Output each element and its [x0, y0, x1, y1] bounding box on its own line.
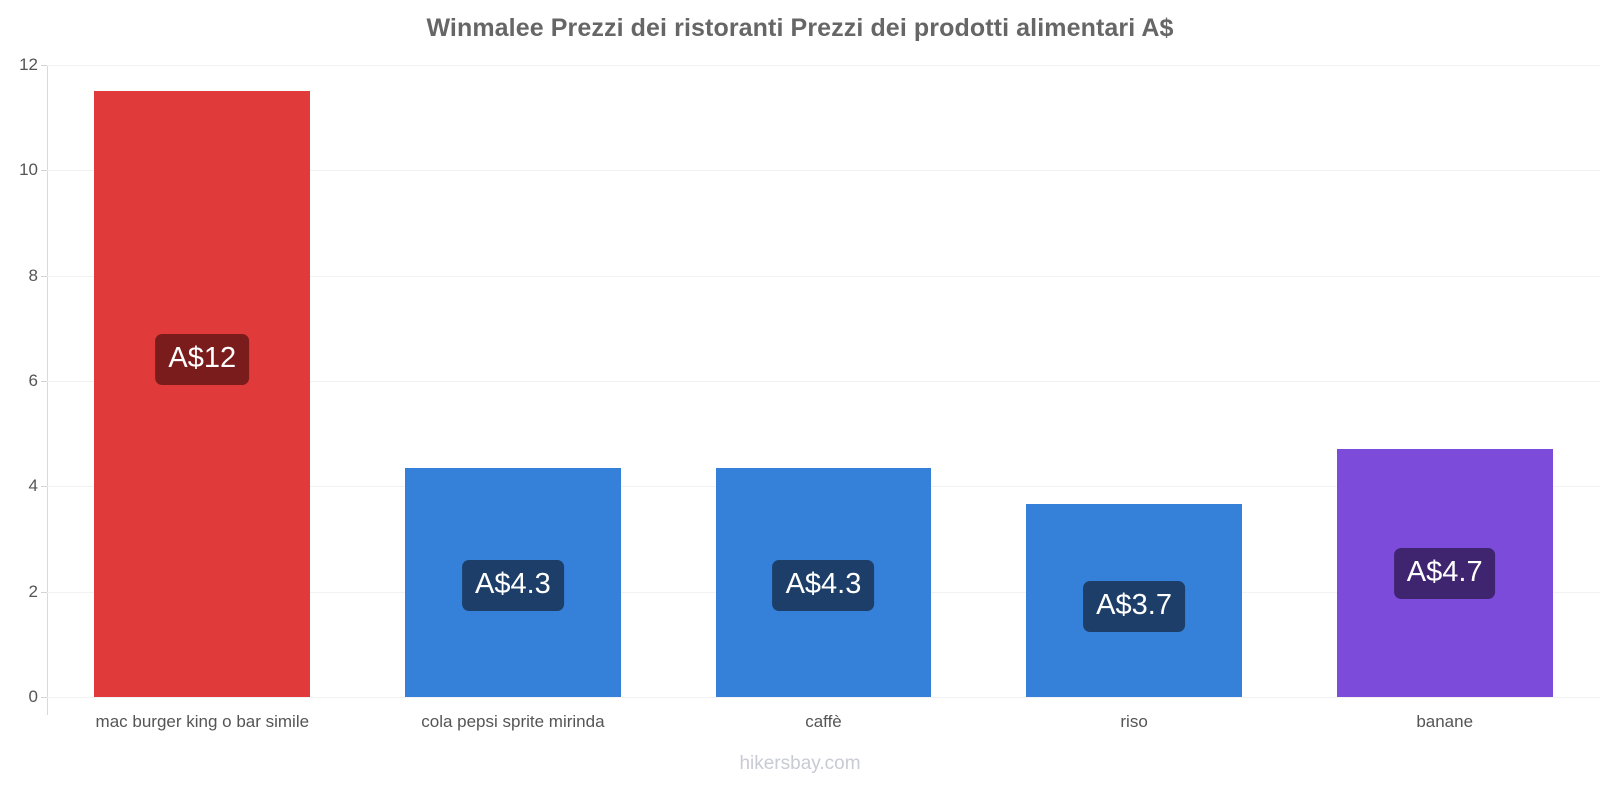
y-axis-tick-label: 0	[28, 687, 38, 706]
x-axis-tick-label: riso	[1120, 712, 1148, 731]
x-axis-tick-label: banane	[1416, 712, 1474, 731]
bar-value-label: A$12	[155, 333, 250, 385]
y-axis-tick-label: 12	[19, 55, 38, 74]
y-gridline	[47, 381, 1600, 382]
x-axis-tick-label: mac burger king o bar simile	[95, 712, 310, 731]
bar-value-label: A$4.3	[461, 559, 564, 611]
y-axis-tick-label: 8	[28, 265, 38, 285]
y-axis-tick-mark	[41, 170, 47, 172]
y-gridline	[47, 275, 1600, 277]
y-axis-tick-label: 6	[28, 371, 38, 390]
bar[interactable]: A$4.3	[404, 467, 621, 697]
bar[interactable]: A$4.7	[1336, 449, 1553, 697]
y-axis-tick-mark	[41, 65, 47, 66]
bar[interactable]: A$3.7	[1026, 503, 1243, 697]
y-axis-tick-mark	[41, 381, 47, 382]
plot-canvas: 0 2 4 6 8 10 12 A$12 A$4.3 A$4.3 A$3.7 A$4.7	[19, 55, 1600, 706]
x-axis-tick-label: cola pepsi sprite mirinda	[421, 712, 605, 731]
y-axis-tick-mark	[41, 275, 47, 277]
page-title: Winmalee Prezzi dei ristoranti Prezzi de…	[426, 14, 1174, 42]
y-axis-tick-label: 10	[19, 160, 38, 180]
bar[interactable]: A$12	[94, 91, 311, 697]
bar-value-label: A$4.7	[1393, 548, 1496, 600]
y-axis-tick-mark	[41, 697, 47, 698]
x-axis-tick-label: caffè	[805, 712, 842, 731]
y-gridline	[47, 170, 1600, 172]
bar-value-label: A$3.7	[1083, 581, 1185, 633]
y-axis-tick-mark	[41, 591, 47, 593]
y-gridline	[47, 65, 1600, 66]
bar[interactable]: A$4.3	[715, 467, 932, 697]
y-axis-tick-label: 4	[28, 476, 38, 496]
bar-value-label: A$4.3	[772, 559, 875, 611]
y-axis-tick-label: 2	[28, 581, 38, 601]
y-axis-tick-mark	[41, 486, 47, 488]
y-gridline	[47, 697, 1600, 698]
y-axis-stub	[47, 697, 48, 715]
source-watermark: hikersbay.com	[739, 753, 861, 774]
